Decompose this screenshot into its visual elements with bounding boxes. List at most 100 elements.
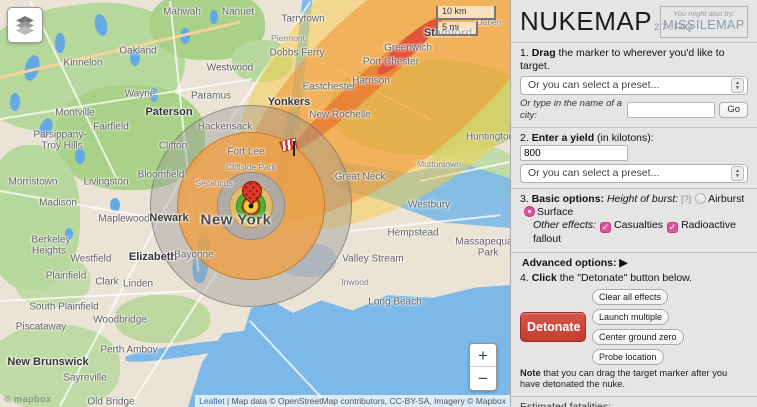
map-label: Heights <box>32 245 66 257</box>
step4-text: the "Detonate" button below. <box>556 271 693 284</box>
map-label: Clifton <box>158 140 188 152</box>
map-label: Oakland <box>119 45 157 57</box>
map-label: Woodbridge <box>93 314 147 326</box>
fallout-checkbox[interactable]: ✓ <box>667 222 679 234</box>
divider <box>511 127 757 128</box>
map-label: Port Chester <box>362 56 420 68</box>
step3-number: 3. <box>520 193 529 206</box>
surface-radio[interactable] <box>524 206 535 218</box>
target-preset-select[interactable]: Or you can select a preset... ▲ ▼ <box>520 76 748 96</box>
map-label: Madison <box>39 197 77 209</box>
launch-multiple-button[interactable]: Launch multiple <box>592 308 670 325</box>
map-label: Newark <box>149 212 189 224</box>
header: NUKEMAP 2.7 : FAQ You might also try: MIS… <box>520 5 748 38</box>
step3-label: Basic options: <box>531 193 605 206</box>
go-button[interactable]: Go <box>719 102 748 119</box>
casualties-label[interactable]: Casualties <box>614 219 664 232</box>
ground-zero-dot <box>248 203 254 209</box>
layers-icon <box>16 16 34 35</box>
lake <box>75 148 85 164</box>
map-label: Dobbs Ferry <box>269 47 325 59</box>
map-label: Perth Amboy <box>100 344 158 356</box>
map-label: Fort Lee <box>227 146 265 158</box>
step2-row: 2. Enter a yield (in kilotons): <box>520 132 748 162</box>
map-label: Wayne <box>124 88 156 100</box>
casualties-checkbox[interactable]: ✓ <box>600 222 612 234</box>
map-label: Old Bridge <box>87 396 135 407</box>
map-label: Yonkers <box>267 96 311 108</box>
height-of-burst-label: Height of burst: <box>606 193 679 206</box>
map-label: Westbury <box>407 199 451 211</box>
app-version[interactable]: 2.7 : FAQ <box>654 22 693 32</box>
divider <box>511 42 757 43</box>
fallout-label[interactable]: Radioactive fallout <box>533 219 736 246</box>
step4-row: 4. Click the "Detonate" button below. <box>520 272 748 285</box>
step3-row: 3. Basic options: Height of burst: [?] Ai… <box>520 193 748 246</box>
map-label: Morristown <box>8 176 58 188</box>
lake <box>10 93 20 111</box>
zoom-in-button[interactable]: + <box>470 344 496 367</box>
surface-label[interactable]: Surface <box>537 206 574 219</box>
leaflet-link[interactable]: Leaflet <box>199 396 225 406</box>
center-ground-zero-button[interactable]: Center ground zero <box>592 328 684 345</box>
map-scale-control: 10 km 5 mi <box>436 6 496 36</box>
fatalities-label: Estimated fatalities: <box>520 400 612 407</box>
map-label: Eastchester <box>302 81 356 93</box>
missilemap-link[interactable]: MISSILEMAP <box>663 18 745 33</box>
map-label: Darien <box>476 17 502 27</box>
probe-location-button[interactable]: Probe location <box>592 348 664 365</box>
yield-input[interactable] <box>520 145 628 162</box>
map-label: Secaucus <box>195 178 233 188</box>
map-label: Massapequa <box>455 236 510 248</box>
map-label: Park <box>477 247 499 259</box>
clear-effects-button[interactable]: Clear all effects <box>592 288 668 305</box>
map-label: Sayreville <box>63 372 107 384</box>
map-label: New Brunswick <box>7 356 89 368</box>
lake <box>210 10 218 24</box>
mapbox-watermark: © mapbox <box>4 394 52 404</box>
map-label: Nanuet <box>221 6 255 18</box>
yield-preset-select[interactable]: Or you can select a preset... ▲ ▼ <box>520 164 748 184</box>
note-bold: Note <box>520 367 541 378</box>
city-label: Or type in the name of a city: <box>520 98 622 122</box>
city-search-row: Or type in the name of a city: Go <box>520 98 748 122</box>
map-label: Long Beach <box>368 296 422 308</box>
missilemap-promo-box[interactable]: You might also try: MISSILEMAP <box>660 6 748 38</box>
zoom-out-button[interactable]: − <box>470 367 496 390</box>
map-label: Montville <box>55 107 95 119</box>
divider <box>511 395 757 397</box>
step1-verb: Drag <box>531 47 556 59</box>
step1-number: 1. <box>520 47 529 59</box>
map-attribution: Leaflet | Map data © OpenStreetMap contr… <box>195 395 510 407</box>
map-label: Westfield <box>70 253 112 265</box>
map-label: Harrison <box>352 75 390 87</box>
map-label: Inwood <box>341 277 369 287</box>
map-label: Valley Stream <box>342 253 404 265</box>
lake <box>55 33 65 53</box>
advanced-options-toggle[interactable]: Advanced options: ▶ <box>522 256 628 269</box>
map-label: Greenwich <box>384 42 432 54</box>
secondary-buttons: Clear all effects Launch multiple Center… <box>592 288 744 365</box>
lake <box>65 228 73 240</box>
detonate-button[interactable]: Detonate <box>520 311 586 342</box>
help-link[interactable]: [?] <box>681 194 692 205</box>
map-label: Tarrytown <box>281 13 325 25</box>
map-canvas[interactable]: Mahwah Nanuet Oakland Kinnelon Westwood Wayne… <box>0 0 510 407</box>
map-label: New York <box>200 211 272 229</box>
layers-control-button[interactable] <box>7 7 43 43</box>
step1-text: the marker to wherever you'd like to tar… <box>520 47 725 73</box>
map-label: Berkeley <box>31 234 71 246</box>
forest-patch <box>0 325 120 407</box>
airburst-radio[interactable] <box>695 193 707 205</box>
lake <box>130 48 140 66</box>
scale-mi: 5 mi <box>436 22 478 36</box>
airburst-label[interactable]: Airburst <box>708 193 745 206</box>
other-effects-label: Other effects: <box>533 219 597 232</box>
scale-km: 10 km <box>436 6 496 20</box>
app-title: NUKEMAP <box>520 6 653 36</box>
step2-text: (in kilotons): <box>594 132 654 144</box>
map-label: Plainfield <box>45 270 87 282</box>
map-label: Hempstead <box>387 227 439 239</box>
city-input[interactable] <box>627 102 716 119</box>
map-label: Elizabeth <box>128 251 178 263</box>
